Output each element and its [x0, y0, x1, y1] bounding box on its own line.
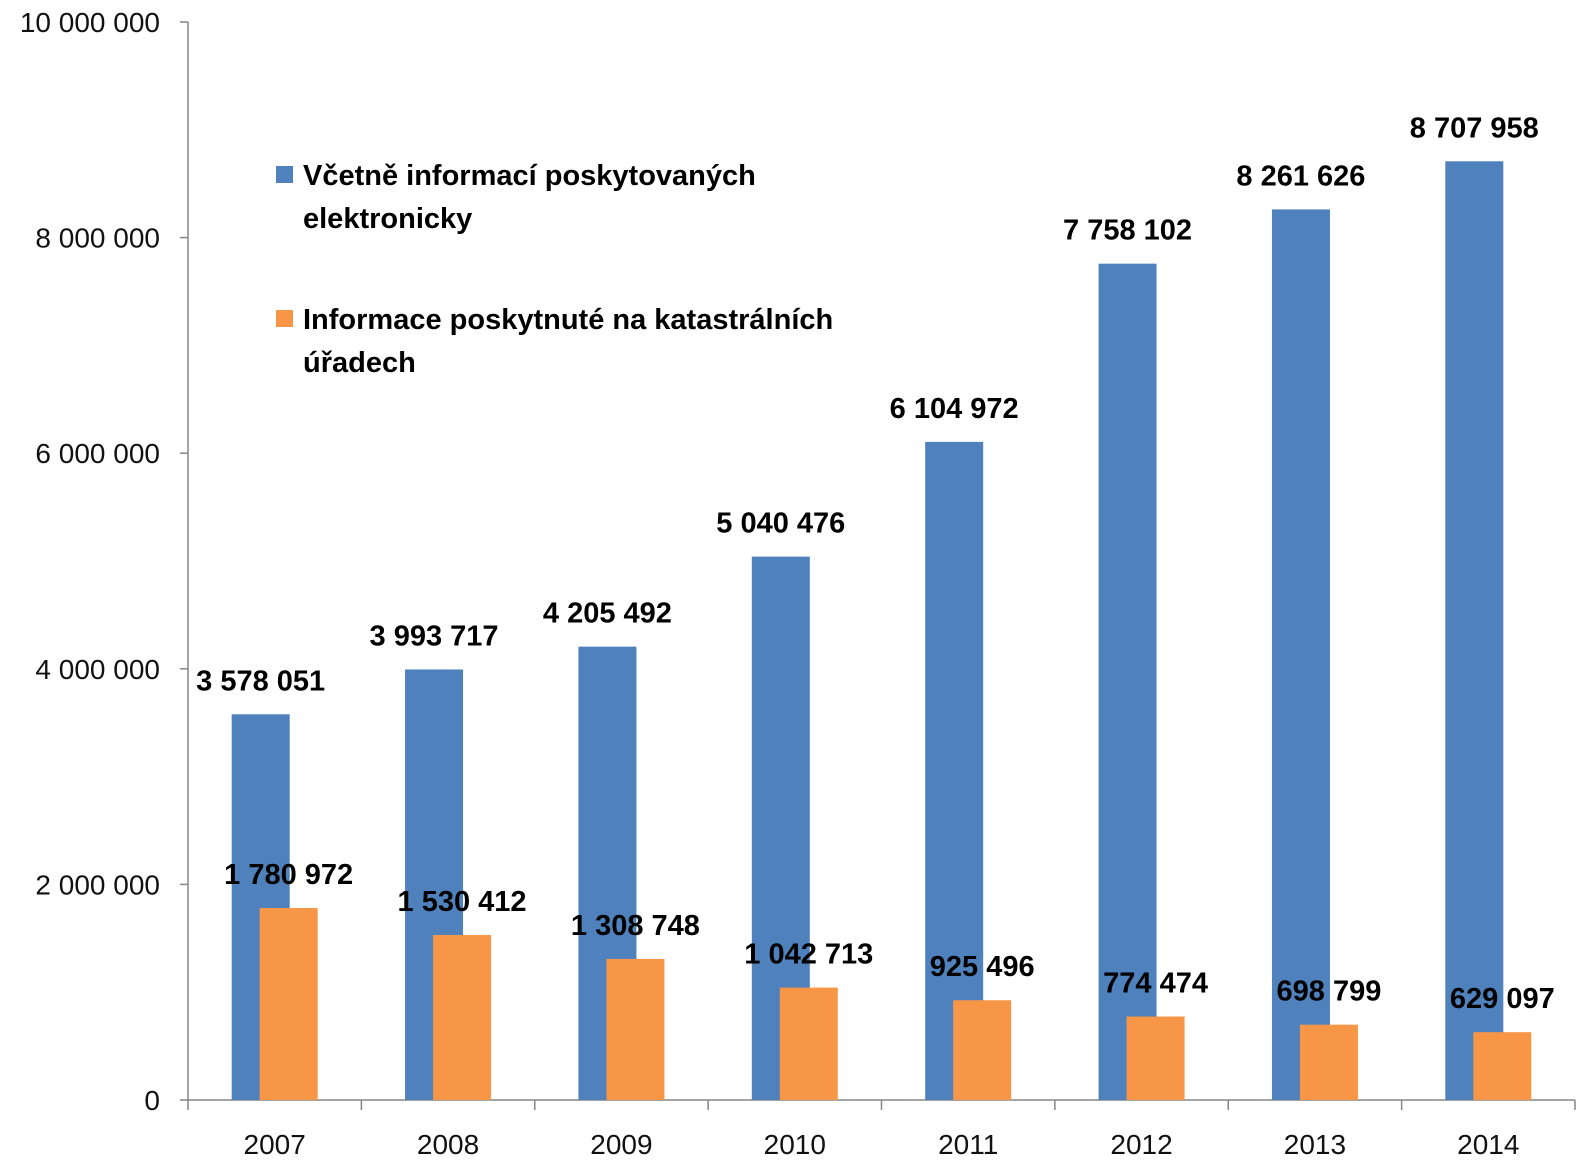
- x-tick-label: 2011: [938, 1129, 998, 1160]
- data-label: 8 707 958: [1410, 112, 1539, 144]
- x-tick-label: 2014: [1457, 1129, 1519, 1160]
- bar-electronic-2011: [925, 441, 984, 1100]
- data-label: 629 097: [1450, 983, 1555, 1015]
- data-label: 774 474: [1103, 968, 1208, 1000]
- data-label: 1 042 713: [744, 939, 873, 971]
- data-label: 7 758 102: [1063, 215, 1192, 247]
- data-label: 3 578 051: [196, 665, 325, 697]
- x-tick-label: 2008: [417, 1129, 479, 1160]
- chart-legend: Včetně informací poskytovaných elektronic…: [276, 160, 833, 379]
- chart-data-labels: 3 578 051 3 993 717 4 205 492 5 040 476 6 10…: [196, 112, 1555, 1015]
- y-tick-label: 10 000 000: [20, 7, 160, 38]
- legend-label: Včetně informací poskytovaných: [303, 160, 756, 192]
- bar-cadastral-office-2012: [1126, 1016, 1185, 1100]
- data-label: 3 993 717: [370, 620, 499, 652]
- x-tick-label: 2007: [244, 1129, 306, 1160]
- data-label: 925 496: [930, 951, 1035, 983]
- legend-label: elektronicky: [303, 203, 472, 235]
- y-tick-label: 8 000 000: [35, 223, 160, 254]
- data-label: 5 040 476: [716, 508, 845, 540]
- bar-cadastral-office-2009: [606, 958, 665, 1100]
- data-label: 698 799: [1277, 976, 1382, 1008]
- bar-cadastral-office-2013: [1299, 1024, 1358, 1100]
- bar-cadastral-office-2007: [259, 908, 318, 1100]
- x-tick-label: 2010: [764, 1129, 826, 1160]
- y-tick-label: 2 000 000: [35, 869, 160, 900]
- bar-cadastral-office-2010: [779, 987, 838, 1100]
- legend-swatch: [276, 166, 293, 183]
- bar-electronic-2012: [1098, 263, 1157, 1100]
- legend-label: Informace poskytnuté na katastrálních: [303, 304, 833, 336]
- x-tick-label: 2009: [590, 1129, 652, 1160]
- data-label: 1 780 972: [224, 859, 353, 891]
- bar-cadastral-office-2014: [1473, 1032, 1532, 1100]
- legend-label: úřadech: [303, 347, 416, 379]
- x-tick-label: 2012: [1110, 1129, 1172, 1160]
- y-tick-label: 0: [144, 1085, 160, 1116]
- legend-swatch: [276, 310, 293, 327]
- bar-cadastral-office-2008: [433, 935, 492, 1100]
- chart-bars: [231, 161, 1532, 1101]
- data-label: 6 104 972: [890, 393, 1019, 425]
- bar-electronic-2014: [1445, 161, 1504, 1101]
- y-tick-label: 4 000 000: [35, 654, 160, 685]
- chart-axes: 0 2 000 000 4 000 000 6 000 000 8 000 000 10 …: [20, 7, 1576, 1160]
- data-label: 4 205 492: [543, 598, 672, 630]
- data-label: 1 530 412: [398, 886, 527, 918]
- data-label: 1 308 748: [571, 910, 700, 942]
- bar-cadastral-office-2011: [953, 1000, 1012, 1100]
- y-tick-label: 6 000 000: [35, 438, 160, 469]
- data-label: 8 261 626: [1236, 160, 1365, 192]
- x-tick-label: 2013: [1284, 1129, 1346, 1160]
- bar-electronic-2013: [1271, 209, 1330, 1100]
